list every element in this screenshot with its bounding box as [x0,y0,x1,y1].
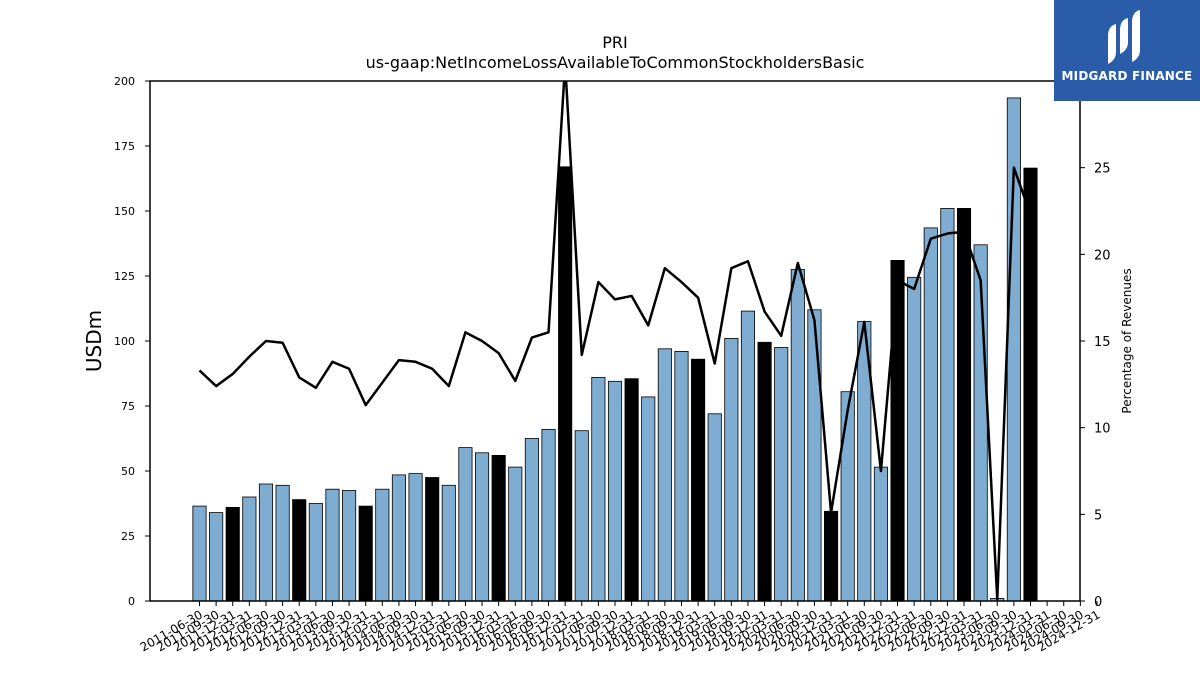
bar-2018-03-31 [641,396,656,602]
y-tick-label: 50 [121,465,135,478]
bar-2016-03-31 [508,466,523,602]
y-tick-label: 0 [128,595,135,608]
y2-tick-label: 5 [1094,508,1102,523]
bar-2013-03-31 [308,503,323,602]
bar-2021-12-31 [890,259,905,602]
y-axis-label: USDm [82,310,106,372]
bar-2012-03-31 [242,496,257,602]
bar-2017-06-30 [591,376,606,602]
chart-title: PRI [602,33,627,52]
logo-mark-icon [1108,10,1140,64]
bar-2012-09-30 [275,484,290,602]
bar-2023-12-31 [1023,167,1038,602]
bar-2016-06-30 [524,438,539,602]
bar-2013-06-30 [325,488,340,602]
bar-2020-09-30 [807,309,822,602]
bar-2015-12-31 [491,454,506,602]
bar-2017-09-30 [607,380,623,602]
bar-2011-09-30 [209,512,224,602]
bar-2014-03-31 [375,488,390,602]
y2-tick-label: 20 [1094,248,1111,263]
bar-2022-03-31 [907,276,922,602]
bar-2011-06-30 [192,505,207,602]
y-axis-left: 0 25 50 75 100 125 150 175 200 [114,75,150,608]
bar-2019-09-30 [740,310,756,602]
y2-tick-label: 15 [1094,335,1111,350]
bar-2016-09-30 [541,428,556,602]
y-axis-right: 0 5 10 15 20 25 [1080,162,1111,610]
bar-2011-12-31 [225,506,240,602]
y-tick-label: 100 [114,335,135,348]
y-tick-label: 75 [121,400,135,413]
bar-2020-12-31 [824,510,839,602]
bar-2018-12-31 [691,358,706,602]
y-tick-label: 25 [121,530,135,543]
bar-2022-06-30 [923,227,938,602]
bar-2020-06-30 [790,269,805,602]
y-tick-label: 125 [114,270,135,283]
y-tick-label: 150 [114,205,135,218]
bar-2019-12-31 [757,341,772,602]
bar-2019-03-31 [707,413,722,602]
y-tick-label: 200 [114,75,135,88]
bar-2015-03-31 [441,484,456,602]
ratio-line [198,81,1032,601]
y2-tick-label: 0 [1094,595,1102,610]
y2-axis-label: Percentage of Revenues [1120,268,1134,413]
bar-2014-12-31 [425,477,440,602]
bar-2014-06-30 [391,474,406,602]
bar-2016-12-31 [558,166,573,602]
y2-tick-label: 10 [1094,422,1111,437]
bar-2018-06-30 [657,348,672,602]
y-tick-label: 175 [114,140,135,153]
y2-tick-label: 25 [1094,162,1111,177]
bar-2017-12-31 [624,378,639,602]
bar-2019-06-30 [724,337,739,602]
bar-2018-09-30 [674,350,689,602]
bar-2022-12-31 [956,207,972,602]
bar-2021-03-31 [840,391,855,602]
logo-text: MIDGARD FINANCE [1061,69,1193,83]
bar-2021-09-30 [873,466,888,602]
chart-subtitle: us-gaap:NetIncomeLossAvailableToCommonSt… [366,53,865,72]
bar-2014-09-30 [408,473,423,602]
x-axis: 2011-06-302011-09-302011-12-312012-03-31… [138,601,1102,654]
bar-2022-09-30 [940,207,955,602]
bar-2015-09-30 [474,452,490,602]
bar-2015-06-30 [458,447,473,602]
ratio-line-series [198,81,1032,601]
bar-2013-09-30 [342,490,357,602]
bar-2012-06-30 [258,483,274,602]
bar-2017-03-31 [574,430,589,602]
bar-2020-03-31 [774,347,789,602]
bar-2012-12-31 [292,499,307,602]
brand-logo: MIDGARD FINANCE [1054,0,1200,101]
bar-series [192,97,1038,602]
bar-2013-12-31 [358,505,373,602]
